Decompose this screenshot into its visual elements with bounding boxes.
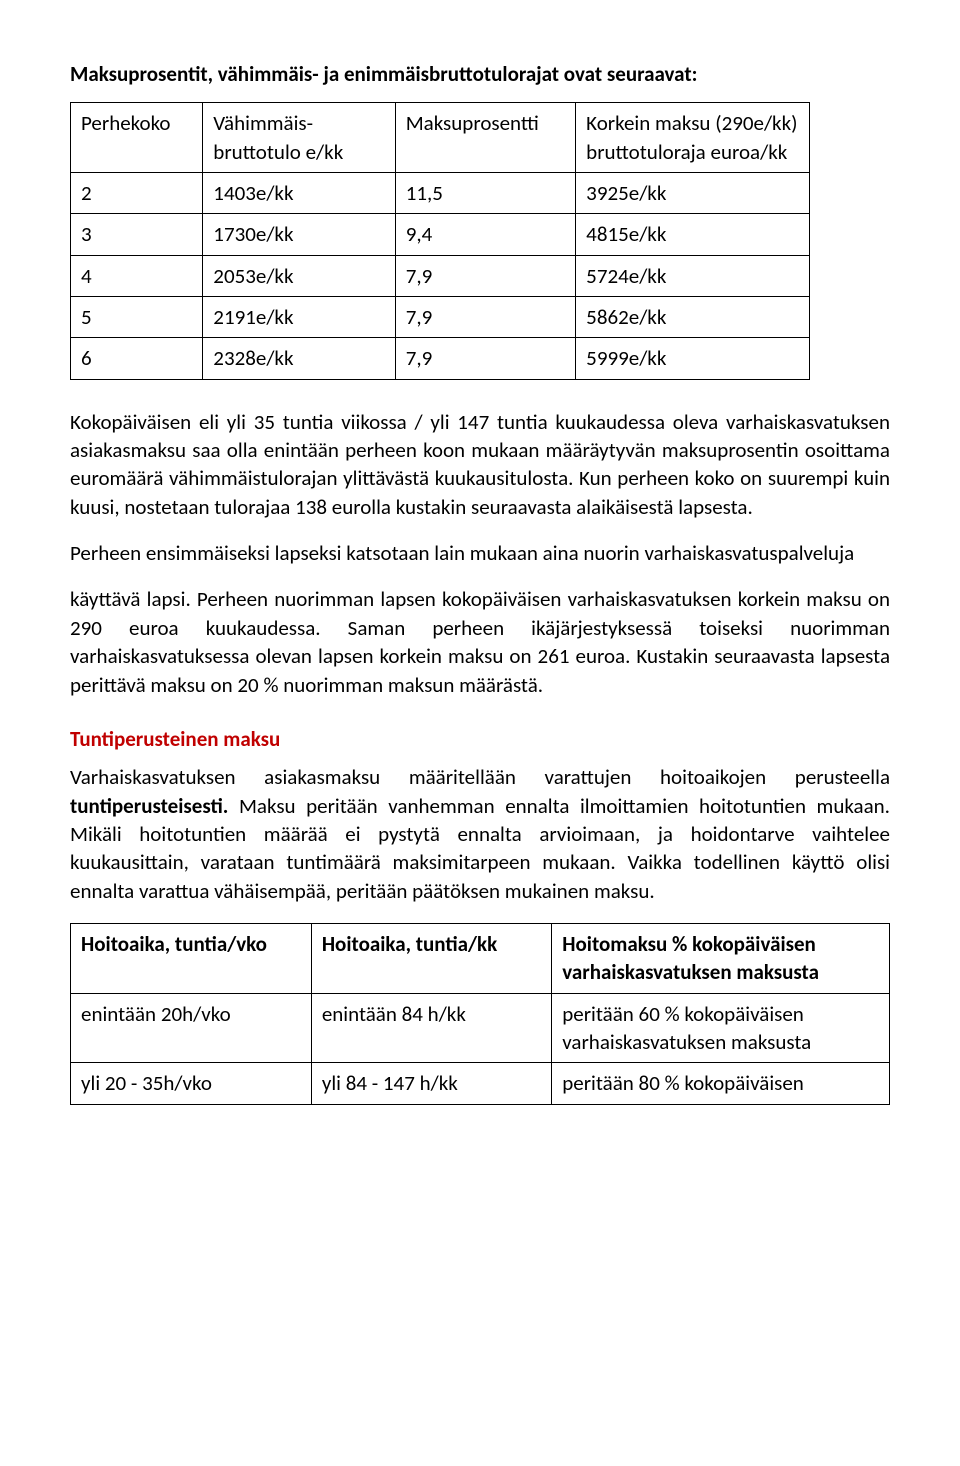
table-row: 2 1403e/kk 11,5 3925e/kk xyxy=(71,173,810,214)
table-row: yli 20 - 35h/vko yli 84 - 147 h/kk perit… xyxy=(71,1063,890,1104)
cell: yli 84 - 147 h/kk xyxy=(311,1063,551,1104)
cell: yli 20 - 35h/vko xyxy=(71,1063,312,1104)
th-korkein: Korkein maksu (290e/kk) bruttotuloraja e… xyxy=(576,103,810,173)
th-hoitoaika-kk: Hoitoaika, tuntia/kk xyxy=(311,923,551,993)
table-row: enintään 20h/vko enintään 84 h/kk peritä… xyxy=(71,993,890,1063)
cell: 1403e/kk xyxy=(203,173,395,214)
th-hoitomaksu: Hoitomaksu % kokopäiväisen varhaiskasvat… xyxy=(552,923,890,993)
paragraph-perheen-ensimmainen-b: käyttävä lapsi. Perheen nuorimman lapsen… xyxy=(70,585,890,698)
cell: 11,5 xyxy=(395,173,575,214)
text-span: Varhaiskasvatuksen asiakasmaksu määritel… xyxy=(70,764,890,790)
cell: enintään 84 h/kk xyxy=(311,993,551,1063)
cell: 5862e/kk xyxy=(576,297,810,338)
cell: 4 xyxy=(71,255,203,296)
table-header-row: Hoitoaika, tuntia/vko Hoitoaika, tuntia/… xyxy=(71,923,890,993)
cell: 9,4 xyxy=(395,214,575,255)
cell: 5724e/kk xyxy=(576,255,810,296)
cell: 2191e/kk xyxy=(203,297,395,338)
cell: enintään 20h/vko xyxy=(71,993,312,1063)
cell: 5 xyxy=(71,297,203,338)
table-row: 4 2053e/kk 7,9 5724e/kk xyxy=(71,255,810,296)
table-row: 5 2191e/kk 7,9 5862e/kk xyxy=(71,297,810,338)
table-header-row: Perhekoko Vähimmäis- bruttotulo e/kk Mak… xyxy=(71,103,810,173)
cell: 2053e/kk xyxy=(203,255,395,296)
cell: peritään 80 % kokopäiväisen xyxy=(552,1063,890,1104)
paragraph-perheen-ensimmainen-a: Perheen ensimmäiseksi lapseksi katsotaan… xyxy=(70,539,890,567)
paragraph-kokopaivainen: Kokopäiväisen eli yli 35 tuntia viikossa… xyxy=(70,408,890,521)
cell: 7,9 xyxy=(395,338,575,379)
cell: 2 xyxy=(71,173,203,214)
cell: 4815e/kk xyxy=(576,214,810,255)
th-hoitoaika-vko: Hoitoaika, tuntia/vko xyxy=(71,923,312,993)
th-vahimmais: Vähimmäis- bruttotulo e/kk xyxy=(203,103,395,173)
cell: 1730e/kk xyxy=(203,214,395,255)
cell: 3925e/kk xyxy=(576,173,810,214)
table-maksuprosentit: Perhekoko Vähimmäis- bruttotulo e/kk Mak… xyxy=(70,102,810,379)
paragraph-tuntiperusteinen: Varhaiskasvatuksen asiakasmaksu määritel… xyxy=(70,763,890,905)
cell: 2328e/kk xyxy=(203,338,395,379)
text-bold: tuntiperusteisesti. xyxy=(70,793,228,819)
cell: 7,9 xyxy=(395,255,575,296)
table-row: 6 2328e/kk 7,9 5999e/kk xyxy=(71,338,810,379)
heading-maksuprosentit: Maksuprosentit, vähimmäis- ja enimmäisbr… xyxy=(70,60,890,88)
th-maksuprosentti: Maksuprosentti xyxy=(395,103,575,173)
th-perhekoko: Perhekoko xyxy=(71,103,203,173)
table-row: 3 1730e/kk 9,4 4815e/kk xyxy=(71,214,810,255)
heading-tuntiperusteinen: Tuntiperusteinen maksu xyxy=(70,725,890,753)
cell: peritään 60 % kokopäiväisen varhaiskasva… xyxy=(552,993,890,1063)
table-hoitoaika: Hoitoaika, tuntia/vko Hoitoaika, tuntia/… xyxy=(70,923,890,1105)
cell: 6 xyxy=(71,338,203,379)
cell: 7,9 xyxy=(395,297,575,338)
cell: 3 xyxy=(71,214,203,255)
cell: 5999e/kk xyxy=(576,338,810,379)
